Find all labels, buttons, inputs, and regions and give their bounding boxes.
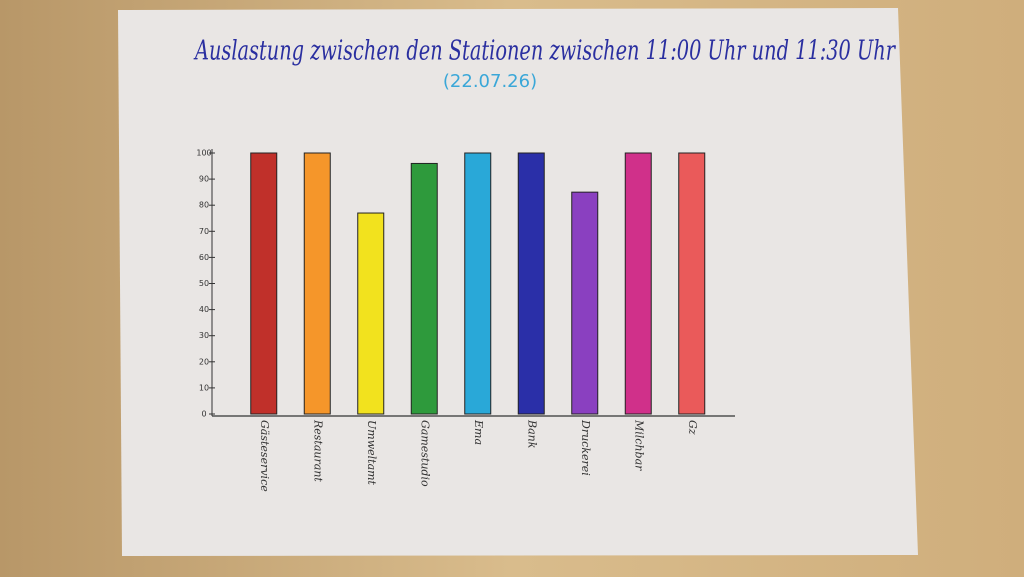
x-tick-label: Druckerei [579,419,592,476]
x-tick-label: Gamestudio [418,420,431,487]
y-tick-label: 100 [196,149,211,158]
y-tick-label: 70 [199,227,209,236]
y-tick-label: 80 [199,201,209,210]
y-tick-label: 0 [201,410,206,419]
x-tick-label: Ema [472,419,485,445]
bar [250,152,278,415]
y-tick-label: 90 [199,175,209,184]
bar [571,191,599,415]
y-tick-label: 40 [199,305,209,314]
chart-title: Auslastung zwischen den Stationen zwisch… [193,36,897,67]
x-tick-label: Gz [686,420,699,435]
bar [410,162,438,415]
x-tick-label: Milchbar [632,419,645,471]
y-tick-label: 20 [199,357,209,366]
y-tick-label: 60 [199,253,209,262]
x-tick-label: Gästeservice [258,420,271,492]
x-tick-label: Bank [525,419,538,449]
bar [464,152,492,415]
chart-subtitle: (22.07.26) [443,71,537,92]
bar [357,212,385,415]
bar [624,152,652,415]
x-tick-label: Restaurant [311,419,324,482]
bar [517,152,545,415]
bar [303,152,331,415]
bar [678,152,706,415]
y-tick-label: 10 [199,383,209,392]
y-tick-label: 30 [199,331,209,340]
x-tick-label: Umweltamt [365,420,378,486]
y-tick-label: 50 [199,279,209,288]
